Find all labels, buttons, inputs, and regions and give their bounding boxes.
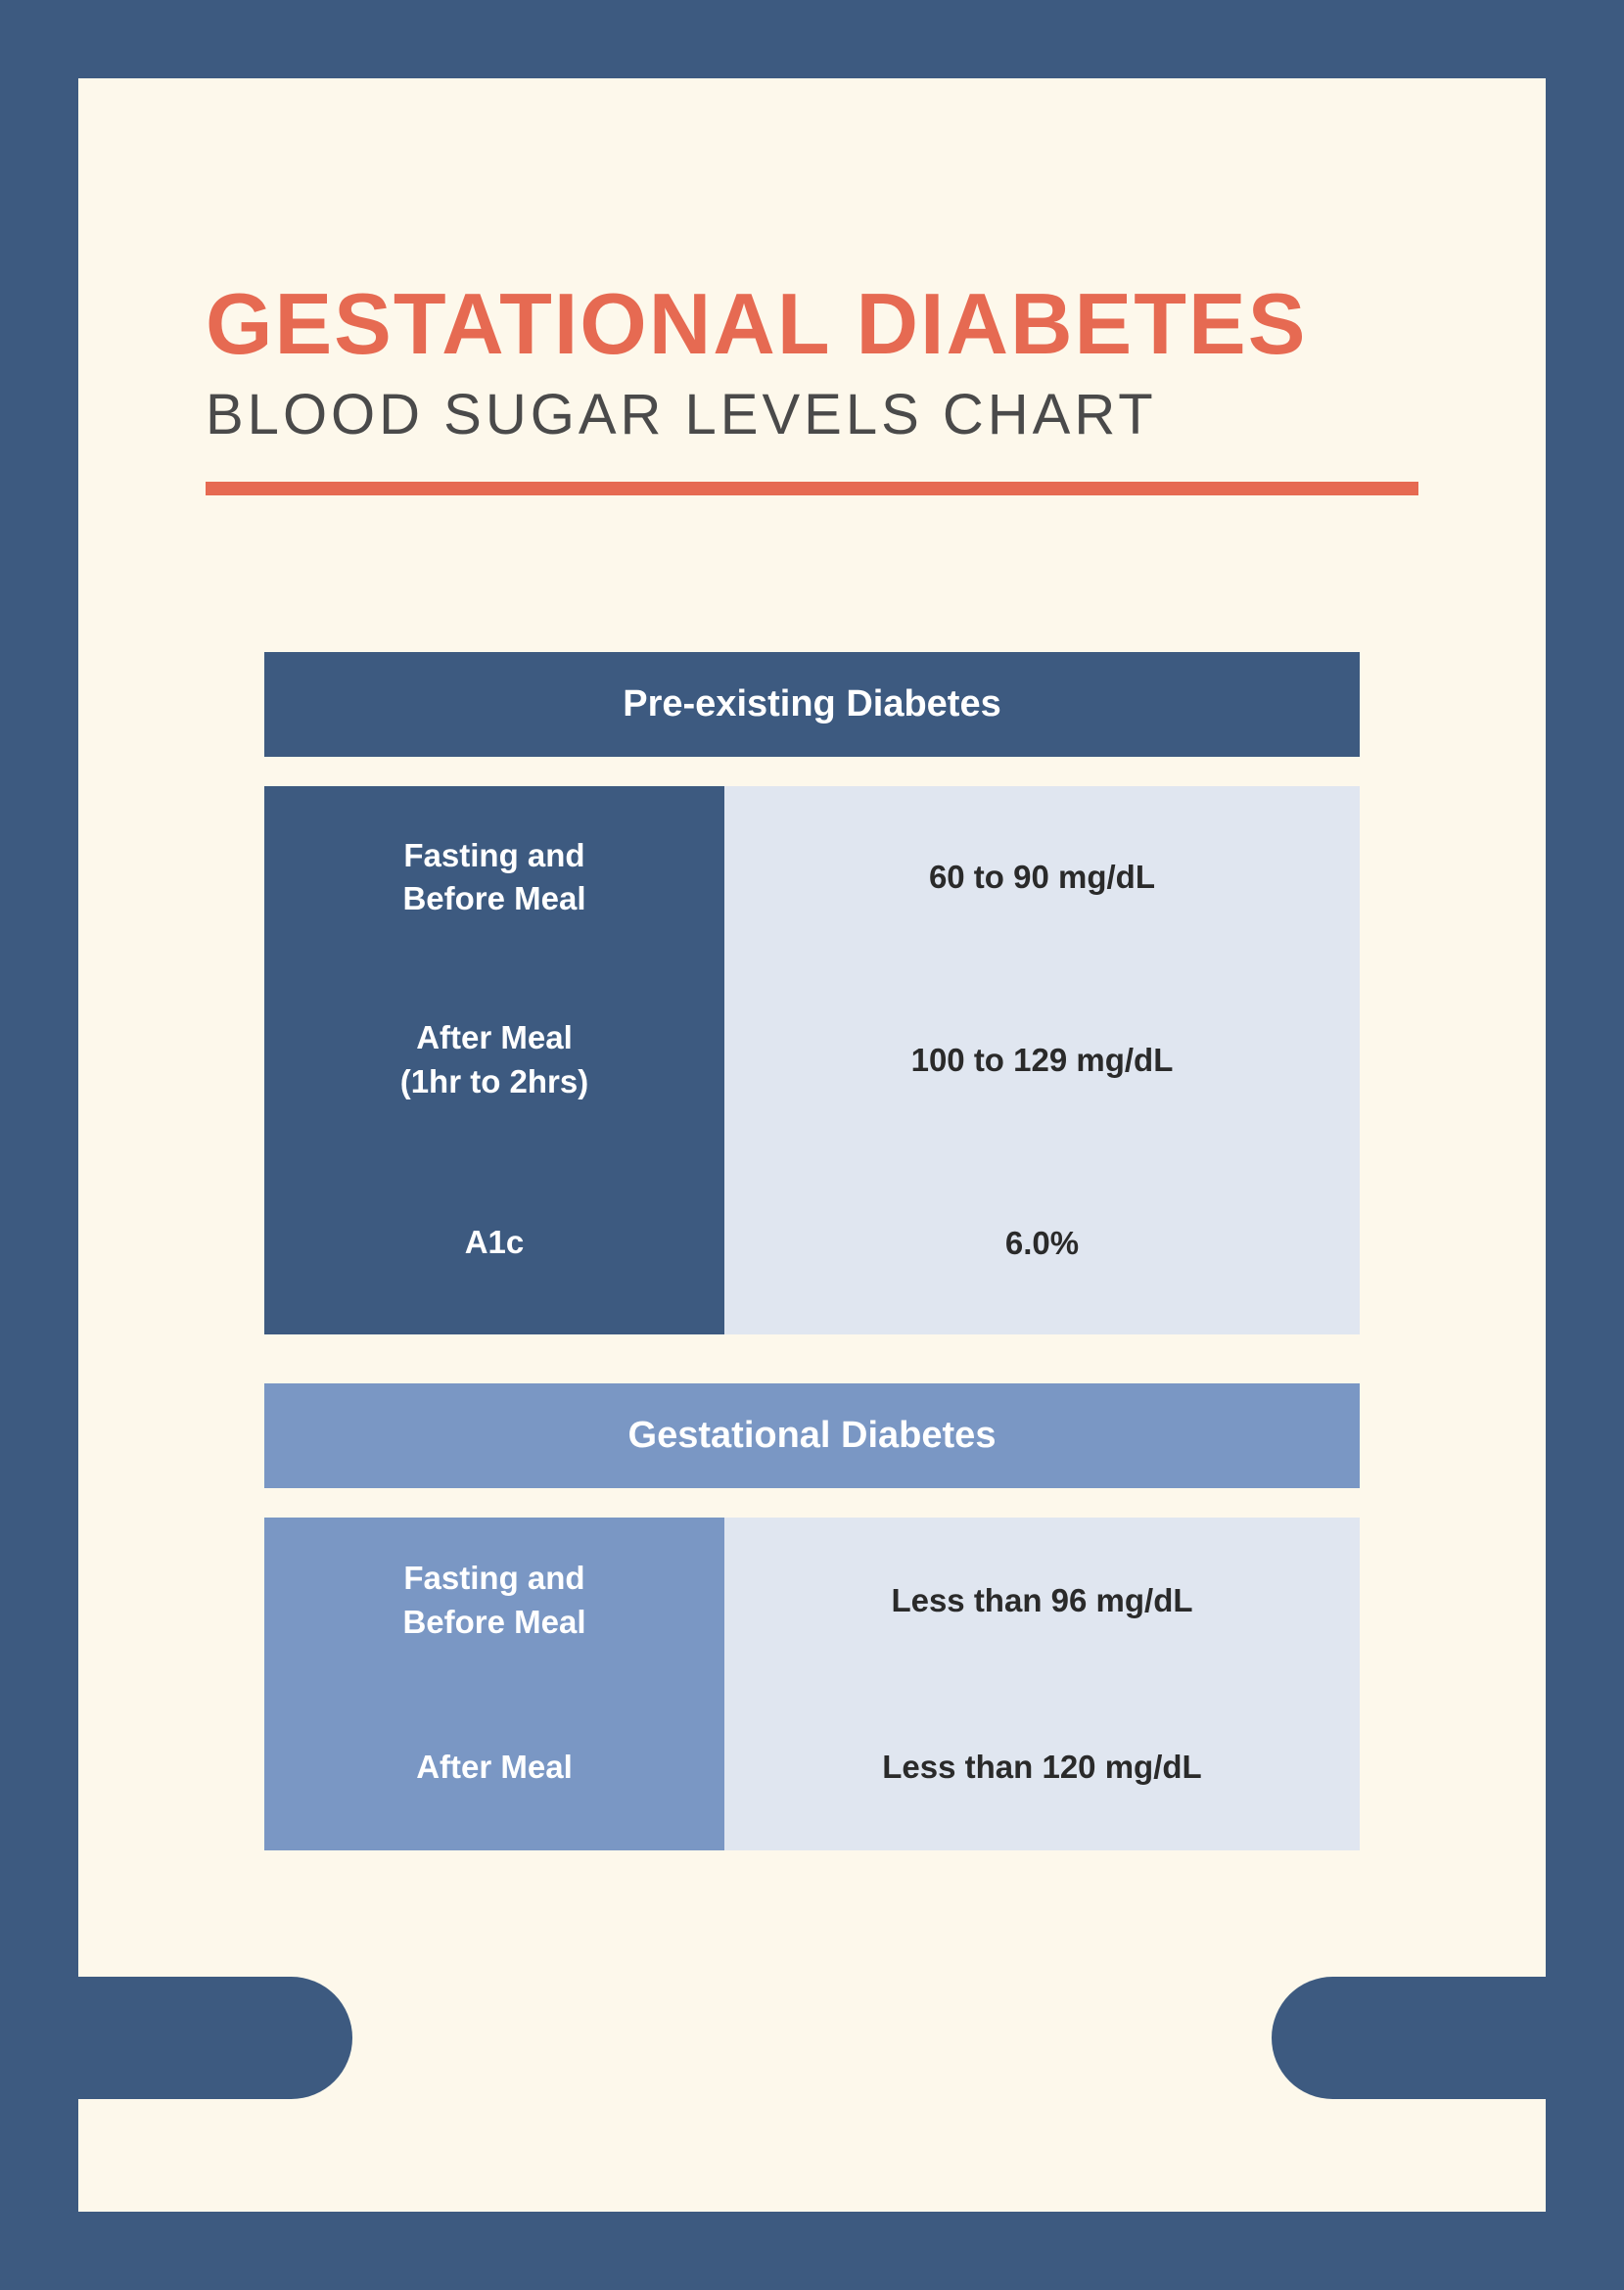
value-text: Less than 120 mg/dL — [882, 1749, 1201, 1786]
value-text: 60 to 90 mg/dL — [929, 859, 1155, 896]
decorative-notch-left — [78, 1977, 352, 2099]
row-label: After Meal(1hr to 2hrs) — [264, 969, 724, 1152]
row-label: Fasting andBefore Meal — [264, 1518, 724, 1684]
row-value: 100 to 129 mg/dL — [724, 969, 1360, 1152]
decorative-notch-right — [1272, 1977, 1546, 2099]
values-column: Less than 96 mg/dL Less than 120 mg/dL — [724, 1518, 1360, 1850]
section-header-preexisting: Pre-existing Diabetes — [264, 652, 1360, 757]
row-value: 6.0% — [724, 1151, 1360, 1334]
section-preexisting: Pre-existing Diabetes Fasting andBefore … — [264, 652, 1360, 1334]
value-text: 6.0% — [1005, 1225, 1079, 1262]
labels-column: Fasting andBefore Meal After Meal — [264, 1518, 724, 1850]
spacer — [264, 757, 1360, 786]
label-text: After Meal — [416, 1746, 573, 1790]
table-gestational: Fasting andBefore Meal After Meal Less t… — [264, 1518, 1360, 1850]
value-text: 100 to 129 mg/dL — [911, 1042, 1174, 1079]
label-text: Fasting andBefore Meal — [402, 834, 585, 921]
section-gestational: Gestational Diabetes Fasting andBefore M… — [264, 1383, 1360, 1850]
section-header-gestational: Gestational Diabetes — [264, 1383, 1360, 1488]
table-preexisting: Fasting andBefore Meal After Meal(1hr to… — [264, 786, 1360, 1334]
tables-container: Pre-existing Diabetes Fasting andBefore … — [206, 652, 1418, 1850]
row-value: 60 to 90 mg/dL — [724, 786, 1360, 969]
row-label: Fasting andBefore Meal — [264, 786, 724, 969]
label-text: Fasting andBefore Meal — [402, 1557, 585, 1644]
title-underline — [206, 482, 1418, 495]
label-text: After Meal(1hr to 2hrs) — [400, 1016, 589, 1103]
row-label: A1c — [264, 1151, 724, 1334]
labels-column: Fasting andBefore Meal After Meal(1hr to… — [264, 786, 724, 1334]
row-label: After Meal — [264, 1684, 724, 1850]
spacer — [264, 1334, 1360, 1383]
values-column: 60 to 90 mg/dL 100 to 129 mg/dL 6.0% — [724, 786, 1360, 1334]
row-value: Less than 96 mg/dL — [724, 1518, 1360, 1684]
row-value: Less than 120 mg/dL — [724, 1684, 1360, 1850]
value-text: Less than 96 mg/dL — [891, 1582, 1192, 1619]
spacer — [264, 1488, 1360, 1518]
page: GESTATIONAL DIABETES BLOOD SUGAR LEVELS … — [78, 78, 1546, 2212]
content-area: GESTATIONAL DIABETES BLOOD SUGAR LEVELS … — [78, 78, 1546, 1850]
main-title: GESTATIONAL DIABETES — [206, 274, 1418, 374]
subtitle: BLOOD SUGAR LEVELS CHART — [206, 382, 1418, 447]
label-text: A1c — [465, 1221, 525, 1265]
